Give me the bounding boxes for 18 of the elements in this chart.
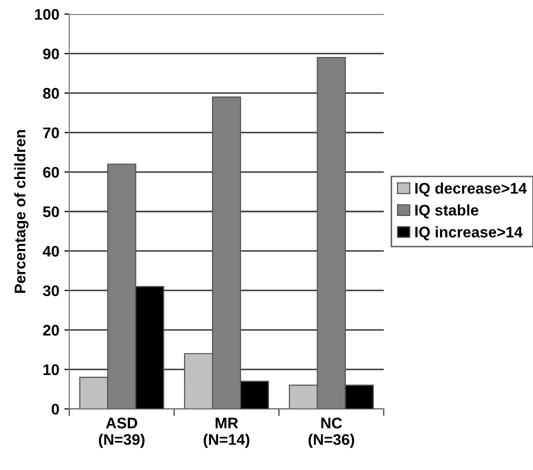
- legend-label: IQ decrease>14: [415, 182, 527, 197]
- y-tick-label: 10: [44, 364, 59, 376]
- y-tick-label: 20: [43, 324, 59, 336]
- y-tick-label: 80: [43, 88, 59, 99]
- y-tick-label: 70: [43, 127, 59, 138]
- y-tick-label: 40: [42, 246, 59, 257]
- legend-label: IQ increase>14: [415, 226, 523, 240]
- y-tick-label: 50: [43, 206, 59, 218]
- legend-label: IQ stable: [415, 204, 478, 218]
- y-tick-label: 90: [43, 48, 59, 60]
- x-tick-label: NC (N=36): [308, 418, 354, 448]
- y-tick-label: 30: [42, 285, 59, 296]
- y-tick-label: 0: [52, 404, 59, 415]
- y-axis-title: Percentage of children: [14, 130, 29, 293]
- y-tick-label: 100: [35, 8, 59, 20]
- x-tick-label: MR (N=14): [204, 418, 250, 448]
- y-tick-label: 60: [43, 166, 59, 178]
- x-tick-label: ASD (N=39): [98, 418, 145, 448]
